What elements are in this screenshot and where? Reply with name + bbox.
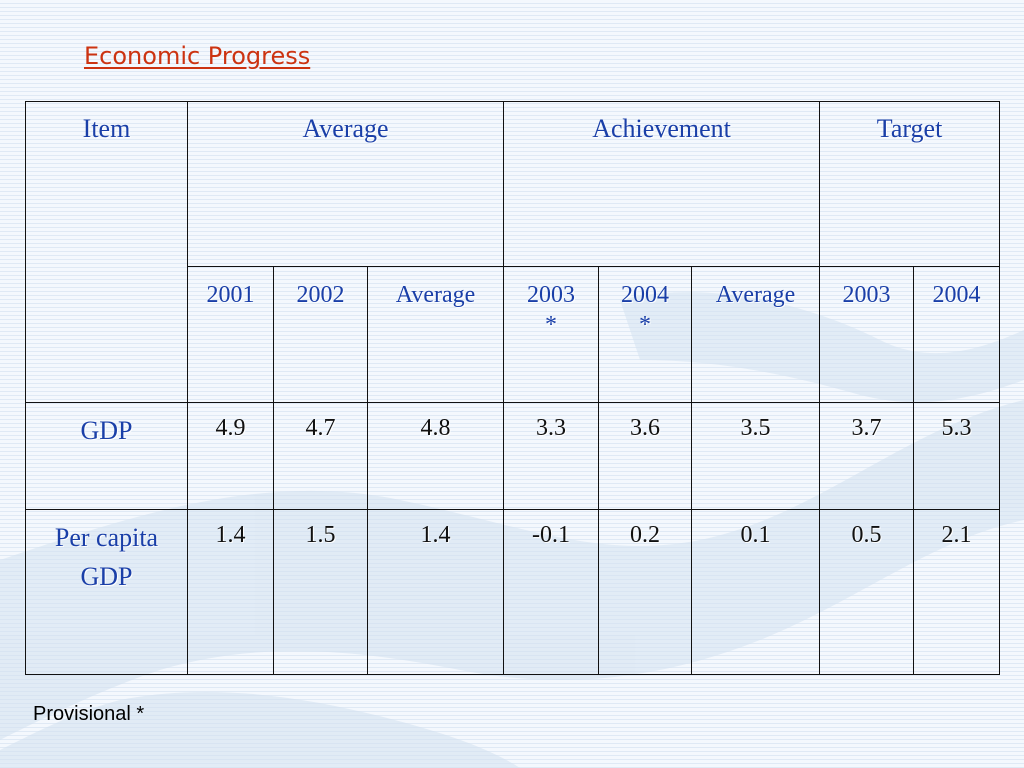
table-cell: 0.5 [819,509,915,675]
slide-title: Economic Progress [84,42,311,70]
table-cell: 4.9 [187,402,274,510]
header-item: Item [25,101,188,403]
table-cell: 1.5 [273,509,368,675]
group-header-row: Item Average Achievement Target [25,101,1001,403]
row-label-gdp: GDP [25,402,188,510]
header-target-group: Target [819,101,1001,267]
table-cell: 0.1 [691,509,821,675]
subheader-cell: 2004 * [598,266,693,403]
table-cell: 3.3 [503,402,600,510]
table-cell: 1.4 [187,509,274,675]
subheader-cell: 2001 [187,266,274,403]
table-cell: 5.3 [913,402,1001,510]
row-label-per-capita-gdp: Per capita GDP [25,509,188,675]
header-achievement-group: Achievement [503,101,821,267]
subheader-cell: 2002 [273,266,368,403]
header-average-group: Average [186,101,505,267]
footnote: Provisional * [33,703,145,725]
table-cell: 1.4 [366,509,505,675]
table-cell: 3.5 [691,402,821,510]
table-row: Per capita GDP 1.4 1.5 1.4 -0.1 0.2 0.1 … [25,509,1001,675]
table-cell: 3.7 [819,402,915,510]
table-row: GDP 4.9 4.7 4.8 3.3 3.6 3.5 3.7 5.3 [25,402,1001,510]
subheader-cell: 2003 * [503,266,600,403]
table-cell: -0.1 [503,509,600,675]
subheader-cell: 2003 [819,266,915,403]
table-cell: 0.2 [598,509,693,675]
table-cell: 4.7 [273,402,368,510]
subheader-cell: Average [691,266,821,403]
table-cell: 4.8 [366,402,505,510]
subheader-cell: 2004 [913,266,1001,403]
subheader-row: 2001 2002 Average 2003 * 2004 * Average … [26,266,1001,403]
subheader-cell: Average [366,266,505,403]
table-cell: 2.1 [913,509,1001,675]
economic-progress-table: Item Average Achievement Target 2001 200… [25,101,1001,675]
table-cell: 3.6 [598,402,693,510]
